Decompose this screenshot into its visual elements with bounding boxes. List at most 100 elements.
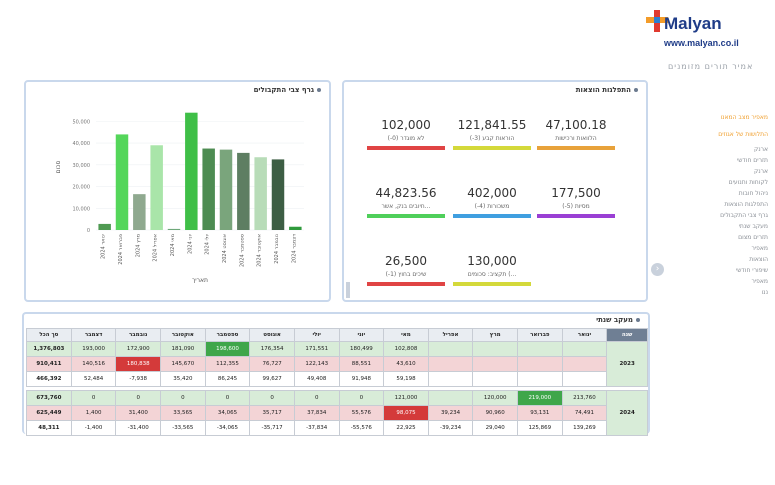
table-cell[interactable]: 1,400 — [70, 405, 117, 421]
menu-item[interactable]: התלושות של אגוזים — [718, 131, 768, 138]
table-cell[interactable]: 43,610 — [383, 356, 429, 372]
column-header[interactable]: נובמבר — [115, 328, 162, 342]
column-header[interactable]: אפריל — [427, 328, 474, 342]
column-header[interactable]: סך הכל — [26, 328, 72, 342]
column-header[interactable]: דצמבר — [70, 328, 117, 342]
menu-item[interactable]: ארנק — [753, 168, 768, 175]
expense-card[interactable]: 402,000 משכורות (4-) — [452, 186, 532, 218]
table-cell[interactable]: 673,760 — [26, 390, 72, 406]
table-cell[interactable]: 22,925 — [383, 420, 429, 436]
column-header[interactable]: אוקטובר — [160, 328, 206, 342]
table-cell[interactable]: 139,269 — [561, 420, 608, 436]
table-cell[interactable]: 180,499 — [338, 341, 385, 357]
table-cell[interactable]: 0 — [70, 390, 117, 406]
brand-logo[interactable]: Malyan www.malyan.co.il — [640, 4, 768, 52]
column-header[interactable]: מאי — [383, 328, 429, 342]
expense-card[interactable]: 177,500 מסיות (5-) — [536, 186, 616, 218]
table-cell[interactable]: 171,551 — [293, 341, 340, 357]
menu-item[interactable]: מעקב שנתי — [738, 223, 768, 230]
table-cell[interactable] — [561, 356, 608, 372]
table-cell[interactable] — [427, 371, 474, 387]
table-cell[interactable]: -1,400 — [70, 420, 117, 436]
menu-item[interactable]: תזרים חודשי — [736, 157, 768, 164]
table-cell[interactable]: 59,198 — [383, 371, 429, 387]
table-cell[interactable]: 90,960 — [472, 405, 518, 421]
column-header[interactable]: ינואר — [561, 328, 608, 342]
table-cell[interactable]: 93,131 — [517, 405, 563, 421]
expense-card[interactable]: 47,100.18 הלוואות ורכישות — [536, 118, 616, 150]
menu-item[interactable]: ניהול חובות — [738, 190, 768, 197]
table-cell[interactable]: 145,670 — [160, 356, 206, 372]
column-header[interactable]: שנה — [606, 328, 648, 342]
table-cell[interactable]: 37,834 — [293, 405, 340, 421]
table-cell[interactable]: 466,392 — [26, 371, 72, 387]
table-cell[interactable]: 91,948 — [338, 371, 385, 387]
column-header[interactable]: פברואר — [517, 328, 563, 342]
table-cell[interactable]: 49,408 — [293, 371, 340, 387]
table-cell[interactable]: 198,600 — [204, 341, 251, 357]
expense-card[interactable]: 26,500 שיכים בחוץ (1-) — [366, 254, 446, 286]
table-cell[interactable]: -37,834 — [293, 420, 340, 436]
table-cell[interactable]: -55,576 — [338, 420, 385, 436]
table-cell[interactable]: 213,760 — [561, 390, 608, 406]
menu-item[interactable]: מאפיר — [751, 245, 768, 252]
column-header[interactable]: אוגוסט — [249, 328, 295, 342]
table-cell[interactable]: 0 — [338, 390, 385, 406]
table-cell[interactable]: -34,065 — [204, 420, 251, 436]
table-cell[interactable]: 99,627 — [249, 371, 295, 387]
menu-item[interactable]: מאפיר מצב המאנו — [720, 114, 768, 121]
table-cell[interactable]: 29,040 — [472, 420, 518, 436]
menu-item[interactable]: גרף צבי התקבולים — [720, 212, 768, 219]
table-cell[interactable]: 33,565 — [160, 405, 206, 421]
table-cell[interactable]: 180,838 — [115, 356, 162, 372]
table-cell[interactable]: 112,355 — [204, 356, 251, 372]
table-cell[interactable]: 122,143 — [293, 356, 340, 372]
column-header[interactable]: ספטמבר — [204, 328, 251, 342]
table-cell[interactable]: 31,400 — [115, 405, 162, 421]
table-cell[interactable]: 121,000 — [383, 390, 429, 406]
table-cell[interactable]: 98,075 — [383, 405, 429, 421]
menu-item[interactable]: שיפורי חודשי — [735, 267, 768, 274]
table-cell[interactable]: 0 — [160, 390, 206, 406]
table-cell[interactable]: 52,484 — [70, 371, 117, 387]
table-cell[interactable]: 0 — [293, 390, 340, 406]
table-cell[interactable]: 1,376,803 — [26, 341, 72, 357]
table-cell[interactable]: 193,000 — [70, 341, 117, 357]
table-cell[interactable]: 34,065 — [204, 405, 251, 421]
table-cell[interactable]: 181,090 — [160, 341, 206, 357]
table-cell[interactable] — [561, 371, 608, 387]
table-cell[interactable]: 55,576 — [338, 405, 385, 421]
table-cell[interactable]: 0 — [249, 390, 295, 406]
menu-item[interactable]: ארנק — [753, 146, 768, 153]
menu-item[interactable]: תזרים מצום — [738, 234, 768, 241]
table-cell[interactable]: 0 — [204, 390, 251, 406]
table-cell[interactable]: -31,400 — [115, 420, 162, 436]
menu-item[interactable]: לקוחות ותנועים — [728, 179, 768, 186]
collapse-sidebar-button[interactable]: › — [651, 263, 664, 276]
expense-card[interactable]: 102,000 לא מוגדר (0-) — [366, 118, 446, 150]
table-cell[interactable]: 102,808 — [383, 341, 429, 357]
expense-card[interactable]: 121,841.55 הוראות קבע (3-) — [452, 118, 532, 150]
table-cell[interactable]: 125,869 — [517, 420, 563, 436]
table-cell[interactable]: 140,516 — [70, 356, 117, 372]
menu-item[interactable]: הוצאות — [749, 256, 768, 263]
column-header[interactable]: יוני — [338, 328, 385, 342]
table-cell[interactable]: 910,411 — [26, 356, 72, 372]
table-cell[interactable]: 74,491 — [561, 405, 608, 421]
table-cell[interactable]: 35,420 — [160, 371, 206, 387]
table-cell[interactable] — [472, 356, 518, 372]
table-cell[interactable]: -35,717 — [249, 420, 295, 436]
table-cell[interactable] — [517, 371, 563, 387]
table-cell[interactable]: 120,000 — [472, 390, 518, 406]
table-cell[interactable]: -39,234 — [427, 420, 474, 436]
table-cell[interactable]: 88,551 — [338, 356, 385, 372]
menu-item[interactable]: מאפיר — [751, 278, 768, 285]
table-cell[interactable]: 35,717 — [249, 405, 295, 421]
table-cell[interactable] — [517, 341, 563, 357]
table-cell[interactable] — [427, 356, 474, 372]
table-cell[interactable]: 48,311 — [26, 420, 72, 436]
column-header[interactable]: מרץ — [472, 328, 518, 342]
table-cell[interactable]: 172,900 — [115, 341, 162, 357]
table-cell[interactable]: 625,449 — [26, 405, 72, 421]
table-cell[interactable]: 76,727 — [249, 356, 295, 372]
